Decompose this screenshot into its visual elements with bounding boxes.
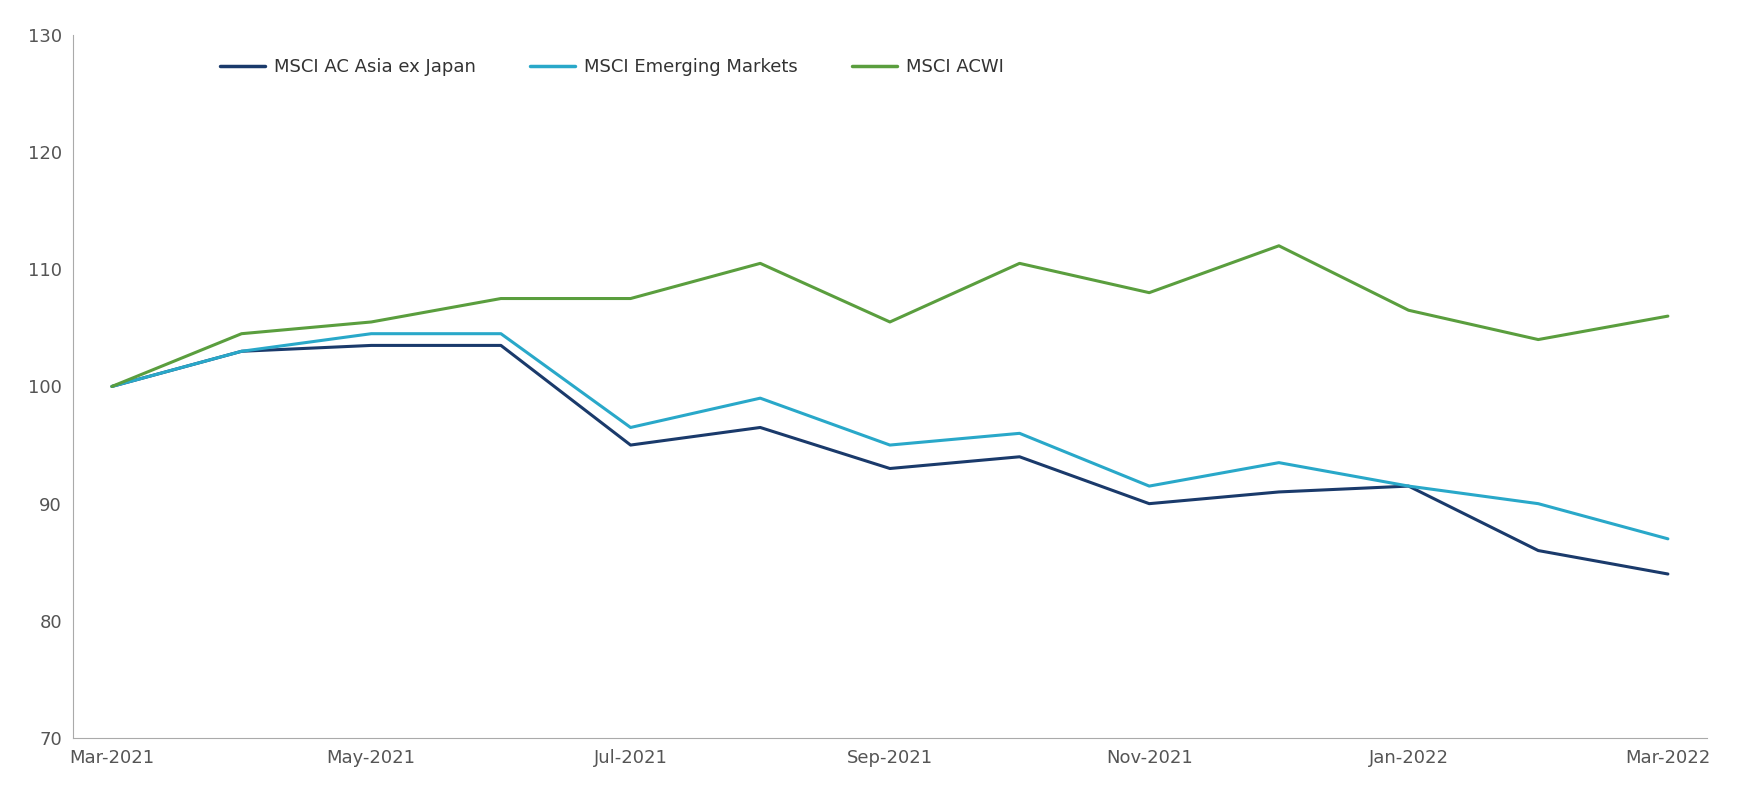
MSCI ACWI bbox=[1398, 305, 1419, 315]
MSCI AC Asia ex Japan bbox=[1139, 499, 1160, 509]
MSCI Emerging Markets bbox=[1658, 534, 1679, 544]
MSCI Emerging Markets bbox=[879, 440, 900, 450]
MSCI Emerging Markets bbox=[619, 423, 640, 432]
MSCI ACWI bbox=[361, 317, 382, 327]
MSCI AC Asia ex Japan bbox=[619, 440, 640, 450]
MSCI ACWI bbox=[1009, 258, 1030, 268]
MSCI Emerging Markets bbox=[1398, 481, 1419, 491]
MSCI Emerging Markets bbox=[750, 394, 771, 403]
MSCI ACWI bbox=[1269, 241, 1290, 250]
MSCI AC Asia ex Japan bbox=[1009, 452, 1030, 462]
MSCI AC Asia ex Japan bbox=[1269, 487, 1290, 497]
MSCI AC Asia ex Japan bbox=[879, 463, 900, 473]
MSCI ACWI bbox=[750, 258, 771, 268]
MSCI ACWI bbox=[230, 329, 251, 339]
MSCI Emerging Markets bbox=[101, 382, 122, 391]
MSCI Emerging Markets bbox=[1269, 458, 1290, 467]
MSCI Emerging Markets bbox=[361, 329, 382, 339]
Line: MSCI ACWI: MSCI ACWI bbox=[112, 246, 1668, 386]
MSCI ACWI bbox=[101, 382, 122, 391]
MSCI ACWI bbox=[1139, 288, 1160, 297]
MSCI AC Asia ex Japan bbox=[361, 340, 382, 350]
MSCI AC Asia ex Japan bbox=[490, 340, 511, 350]
MSCI Emerging Markets bbox=[1529, 499, 1550, 509]
MSCI ACWI bbox=[1529, 335, 1550, 344]
MSCI AC Asia ex Japan bbox=[1529, 546, 1550, 556]
MSCI ACWI bbox=[490, 294, 511, 304]
MSCI ACWI bbox=[879, 317, 900, 327]
MSCI Emerging Markets bbox=[490, 329, 511, 339]
MSCI Emerging Markets bbox=[1139, 481, 1160, 491]
Line: MSCI AC Asia ex Japan: MSCI AC Asia ex Japan bbox=[112, 345, 1668, 574]
MSCI AC Asia ex Japan bbox=[1658, 569, 1679, 579]
MSCI AC Asia ex Japan bbox=[750, 423, 771, 432]
MSCI AC Asia ex Japan bbox=[101, 382, 122, 391]
MSCI ACWI bbox=[619, 294, 640, 304]
Legend: MSCI AC Asia ex Japan, MSCI Emerging Markets, MSCI ACWI: MSCI AC Asia ex Japan, MSCI Emerging Mar… bbox=[213, 51, 1012, 83]
MSCI Emerging Markets bbox=[230, 347, 251, 356]
Line: MSCI Emerging Markets: MSCI Emerging Markets bbox=[112, 334, 1668, 539]
MSCI AC Asia ex Japan bbox=[1398, 481, 1419, 491]
MSCI ACWI bbox=[1658, 312, 1679, 321]
MSCI Emerging Markets bbox=[1009, 429, 1030, 438]
MSCI AC Asia ex Japan bbox=[230, 347, 251, 356]
